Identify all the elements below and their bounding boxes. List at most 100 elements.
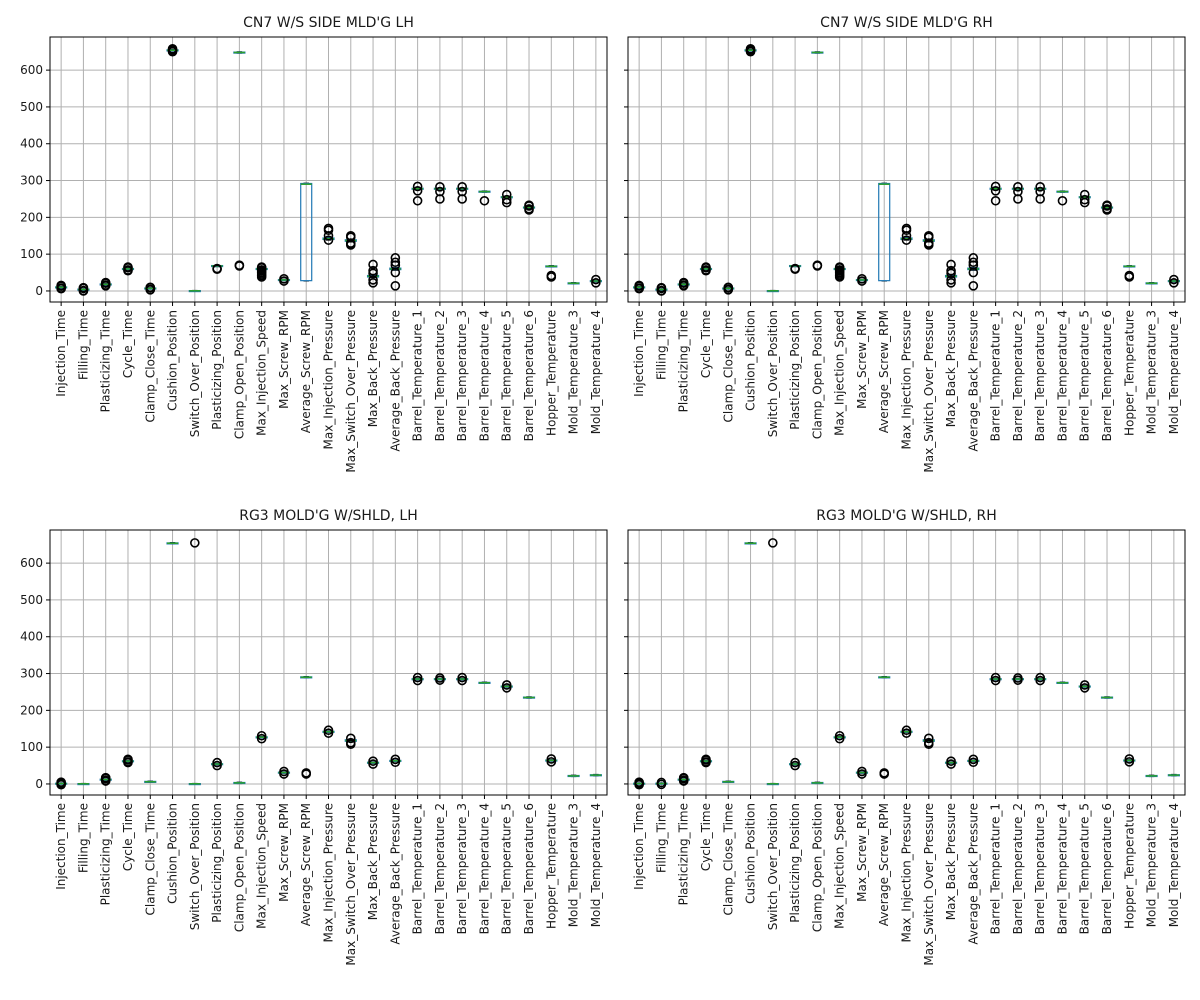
box-Max_Back_Pressure xyxy=(944,259,958,288)
box-Clamp_Open_Position xyxy=(233,51,246,271)
outlier-point xyxy=(524,204,534,214)
box-Plasticizing_Position xyxy=(211,757,224,771)
outlier-point xyxy=(768,538,778,548)
box-Barrel_Temperature_1 xyxy=(989,181,1002,206)
box-Filling_Time xyxy=(655,282,668,296)
x-tick-label: Mold_Temperature_4 xyxy=(1167,803,1181,927)
outlier-point xyxy=(123,754,133,765)
box-Max_Switch_Over_Pressure xyxy=(922,733,935,750)
outlier-point xyxy=(435,673,445,683)
box-Filling_Time xyxy=(655,777,668,790)
box-Max_Injection_Pressure xyxy=(900,223,913,245)
box-Max_Injection_Pressure xyxy=(322,725,335,738)
outlier-point xyxy=(323,225,334,236)
x-tick-label: Mold_Temperature_4 xyxy=(589,310,603,434)
y-tick-label: 400 xyxy=(20,630,43,644)
x-tick-label: Injection_Time xyxy=(632,803,646,890)
outlier-point xyxy=(412,672,423,683)
box-Barrel_Temperature_1 xyxy=(411,672,424,686)
x-tick-label: Max_Injection_Speed xyxy=(255,803,269,929)
outlier-point xyxy=(634,280,644,291)
outlier-point xyxy=(901,225,912,236)
chart-panel-2: Injection_Time Filling_Time Plasticizing_T… xyxy=(624,15,1186,473)
outlier-point xyxy=(390,253,401,263)
outlier-point xyxy=(946,759,956,769)
outlier-point xyxy=(1102,204,1112,214)
x-tick-label: Plasticizing_Position xyxy=(788,803,802,923)
box-Plasticizing_Position xyxy=(211,263,224,275)
x-tick-label: Injection_Time xyxy=(54,803,68,890)
outlier-point xyxy=(368,275,378,285)
outlier-point xyxy=(1169,274,1179,285)
x-tick-label: Cycle_Time xyxy=(699,803,713,871)
box-Clamp_Open_Position xyxy=(811,51,824,271)
outlier-point xyxy=(1079,680,1090,690)
outlier-point xyxy=(412,675,423,686)
outlier-point xyxy=(834,733,845,744)
x-tick-label: Hopper_Temperature xyxy=(1122,803,1136,929)
x-tick-label: Plasticizing_Position xyxy=(788,310,802,430)
box-Clamp_Close_Time xyxy=(722,780,735,783)
x-tick-label: Barrel_Temperature_6 xyxy=(1100,310,1114,441)
x-tick-label: Filling_Time xyxy=(76,310,90,380)
box-Max_Switch_Over_Pressure xyxy=(344,230,357,250)
x-tick-label: Cushion_Position xyxy=(166,310,180,411)
outlier-point xyxy=(923,230,934,241)
x-tick-label: Average_Back_Pressure xyxy=(966,803,980,945)
outlier-point xyxy=(368,756,378,766)
y-tick-label: 300 xyxy=(20,667,43,681)
box-Barrel_Temperature_2 xyxy=(433,673,446,685)
x-tick-label: Mold_Temperature_3 xyxy=(567,310,581,434)
x-tick-label: Max_Injection_Speed xyxy=(833,803,847,929)
x-tick-label: Injection_Time xyxy=(54,310,68,397)
outlier-point xyxy=(901,725,912,736)
x-tick-label: Clamp_Close_Time xyxy=(721,803,735,915)
outlier-point xyxy=(656,777,667,788)
outlier-point xyxy=(946,259,956,270)
outlier-point xyxy=(634,777,644,787)
x-tick-label: Plasticizing_Position xyxy=(210,310,224,430)
outlier-point xyxy=(501,683,512,693)
chart-panel-3: 0 100 200 300 400 500 600 Injection_Time Filling… xyxy=(20,508,608,966)
outlier-point xyxy=(1124,754,1135,764)
outlier-point xyxy=(212,263,222,274)
y-tick-label: 0 xyxy=(35,777,43,791)
outlier-point xyxy=(968,754,979,765)
box-Filling_Time xyxy=(77,782,90,786)
outlier-point xyxy=(1169,278,1179,288)
x-tick-label: Cushion_Position xyxy=(744,310,758,411)
x-tick-label: Mold_Temperature_3 xyxy=(1145,803,1159,927)
outlier-point xyxy=(968,757,979,768)
outlier-point xyxy=(368,278,378,288)
y-tick-label: 500 xyxy=(20,593,43,607)
outlier-point xyxy=(256,733,267,744)
x-tick-label: Barrel_Temperature_5 xyxy=(1078,803,1092,934)
outlier-point xyxy=(946,756,956,766)
outlier-point xyxy=(390,257,401,268)
box-Max_Back_Pressure xyxy=(944,756,958,769)
box-Switch_Over_Position xyxy=(188,538,201,786)
y-tick-label: 300 xyxy=(20,174,43,188)
x-tick-label: Max_Screw_RPM xyxy=(855,803,869,902)
x-tick-label: Average_Back_Pressure xyxy=(388,310,402,452)
outlier-point xyxy=(323,728,334,738)
x-tick-label: Barrel_Temperature_1 xyxy=(989,310,1003,441)
box-Barrel_Temperature_3 xyxy=(1034,672,1047,686)
box-Barrel_Temperature_3 xyxy=(456,181,469,204)
outlier-point xyxy=(901,235,912,245)
x-tick-label: Mold_Temperature_3 xyxy=(567,803,581,927)
outlier-point xyxy=(968,257,979,268)
box-Clamp_Close_Time xyxy=(144,780,157,783)
outlier-point xyxy=(412,186,423,196)
outlier-point xyxy=(457,672,467,683)
outlier-point xyxy=(901,230,912,241)
box-Max_Injection_Pressure xyxy=(322,223,335,245)
x-tick-label: Cushion_Position xyxy=(744,803,758,904)
box-Mold_Temperature_3 xyxy=(1145,774,1158,778)
outlier-point xyxy=(790,760,800,771)
box-Barrel_Temperature_5 xyxy=(1078,189,1091,208)
box-Barrel_Temperature_6 xyxy=(1100,696,1114,699)
outlier-point xyxy=(190,538,200,548)
x-tick-label: Mold_Temperature_4 xyxy=(589,803,603,927)
